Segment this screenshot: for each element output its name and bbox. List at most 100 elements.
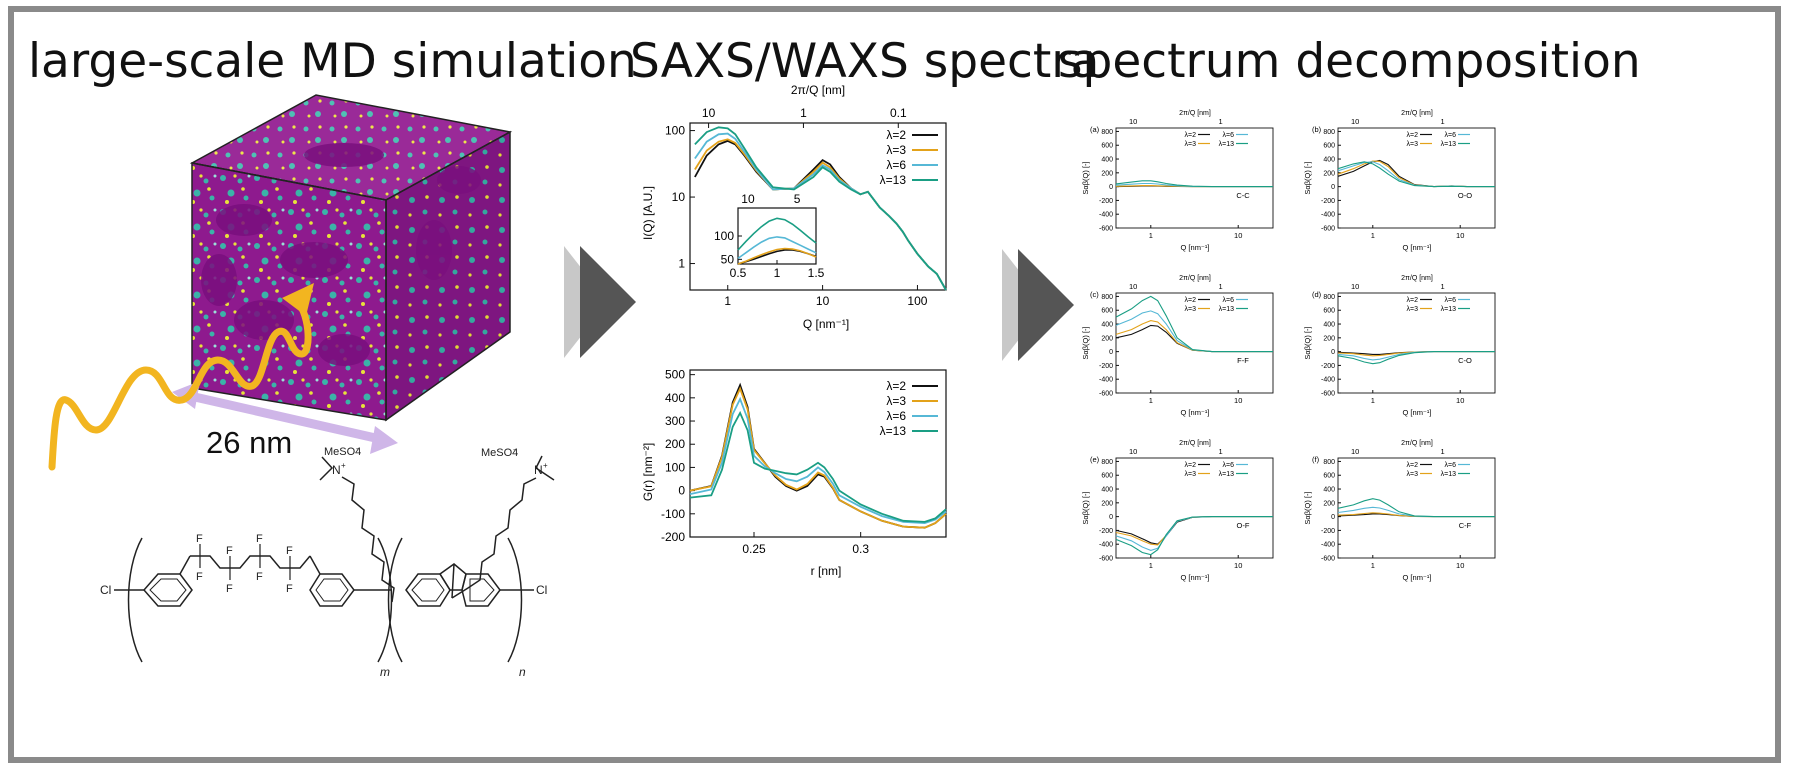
saxs-series-line: [694, 126, 947, 291]
panel-frame: [1337, 127, 1496, 229]
panel-pair-label: O-F: [1237, 521, 1250, 530]
fluorine-3: F: [226, 545, 233, 557]
decomposition-panel-o-f: 2π/Q [nm] 10 1 (e) 1 10 Q [nm⁻¹] 800 600 400 200 0 -…: [1081, 440, 1274, 582]
svg-text:+: +: [341, 461, 346, 470]
panel-y-tick-label: -400: [1321, 542, 1335, 549]
panel-y-tick-label: 600: [1101, 308, 1113, 315]
panel-series-line: [1337, 498, 1495, 518]
panel-y-tick-label: -200: [1099, 198, 1113, 205]
panel-legend-label: λ=6: [1445, 297, 1457, 304]
panel-y-tick-label: 0: [1331, 349, 1335, 356]
svg-text:-: -: [356, 444, 359, 453]
heading-md-simulation: large-scale MD simulation: [28, 34, 637, 89]
panel-y-tick-label: 200: [1101, 170, 1113, 177]
pdf-ylabel: G(r) [nm⁻²]: [641, 443, 655, 501]
saxs-y-tick-label: 100: [665, 124, 685, 138]
panel-y-tick-label: 600: [1323, 473, 1335, 480]
panel-series-line: [1115, 516, 1273, 556]
panel-series-line: [1115, 180, 1273, 188]
inset-top-tick-label: 10: [741, 192, 755, 206]
panel-x-tick-label: 1: [1149, 561, 1153, 570]
panel-y-tick-label: -600: [1321, 391, 1335, 398]
panel-y-tick-label: 800: [1323, 294, 1335, 301]
saxs-frame: [689, 122, 947, 291]
saxs-legend-label: λ=6: [886, 158, 906, 172]
subscript-m: m: [380, 665, 390, 679]
panel-y-tick-label: -600: [1321, 556, 1335, 563]
panel-y-tick-label: -200: [1099, 363, 1113, 370]
panel-y-tick-label: 200: [1323, 170, 1335, 177]
panel-y-tick-label: 400: [1101, 322, 1113, 329]
saxs-chart: 2π/Q [nm] Q [nm⁻¹] I(Q) [A.U.] 1 10 100110…: [641, 83, 947, 331]
panel-xlabel: Q [nm⁻¹]: [1181, 408, 1210, 417]
panel-top-tick-label: 1: [1218, 282, 1222, 291]
fluorine-1: F: [196, 533, 203, 545]
xray-arrowhead: [282, 283, 314, 316]
panel-legend-label: λ=13: [1219, 471, 1234, 478]
panel-legend-label: λ=3: [1185, 306, 1197, 313]
pdf-legend-label: λ=2: [886, 379, 906, 393]
panel-y-tick-label: 200: [1323, 335, 1335, 342]
panel-y-tick-label: 600: [1323, 308, 1335, 315]
pdf-y-tick-label: 300: [665, 414, 685, 428]
pdf-y-tick-label: -200: [661, 530, 685, 544]
panel-y-tick-label: 600: [1101, 143, 1113, 150]
panel-y-tick-label: 400: [1101, 157, 1113, 164]
pdf-series-line: [689, 410, 947, 523]
decomposition-panel-o-o: 2π/Q [nm] 10 1 (b) 1 10 Q [nm⁻¹] 800 600 400 200 0 -…: [1303, 110, 1496, 252]
panel-frame: [1115, 127, 1274, 229]
panel-x-tick-label: 10: [1456, 561, 1464, 570]
panel-x-tick-label: 1: [1149, 396, 1153, 405]
panel-legend-label: λ=13: [1219, 141, 1234, 148]
chemical-structure: MeSO4 - MeSO4 - N + N + Cl F F F F: [100, 444, 555, 679]
saxs-top-tick-label: 0.1: [890, 106, 907, 120]
panel-y-tick-label: -600: [1099, 226, 1113, 233]
panel-pair-label: F-F: [1237, 356, 1249, 365]
pdf-series-line: [689, 386, 947, 529]
panel-x-tick-label: 1: [1371, 561, 1375, 570]
subscript-n: n: [519, 665, 526, 679]
panel-series-line: [1115, 320, 1273, 353]
panel-legend-label: λ=6: [1445, 132, 1457, 139]
panel-legend-label: λ=13: [1441, 471, 1456, 478]
panel-y-tick-label: -400: [1099, 212, 1113, 219]
panel-legend-label: λ=13: [1219, 306, 1234, 313]
md-simulation-panel: 26 nm MeSO4 - MeSO4 - N + N + Cl: [48, 94, 555, 679]
panel-tag: (c): [1090, 290, 1099, 299]
fluorine-7: F: [286, 545, 293, 557]
panel-series-line: [1337, 161, 1495, 188]
pdf-legend-label: λ=13: [880, 424, 907, 438]
panel-y-tick-label: -200: [1321, 528, 1335, 535]
panel-legend-label: λ=13: [1441, 141, 1456, 148]
panel-legend-label: λ=2: [1407, 297, 1419, 304]
panel-top-tick-label: 1: [1440, 117, 1444, 126]
panel-x-tick-label: 10: [1456, 396, 1464, 405]
panel-y-tick-label: 600: [1323, 143, 1335, 150]
pdf-x-tick-label: 0.3: [852, 542, 869, 556]
panel-top-axis-label: 2π/Q [nm]: [1401, 110, 1433, 117]
panel-y-tick-label: -200: [1321, 198, 1335, 205]
panel-y-tick-label: -600: [1321, 226, 1335, 233]
pdf-y-tick-label: 100: [665, 460, 685, 474]
pdf-y-tick-label: 200: [665, 437, 685, 451]
panel-xlabel: Q [nm⁻¹]: [1403, 573, 1432, 582]
panel-y-tick-label: -400: [1099, 542, 1113, 549]
panel-top-tick-label: 1: [1218, 117, 1222, 126]
saxs-top-tick-label: 1: [800, 106, 807, 120]
panel-top-tick-label: 10: [1351, 447, 1359, 456]
panel-y-tick-label: 800: [1101, 294, 1113, 301]
panel-series-line: [1115, 295, 1273, 353]
panel-x-tick-label: 10: [1234, 561, 1242, 570]
pdf-y-tick-label: 400: [665, 391, 685, 405]
xray-wave: [48, 294, 312, 471]
panel-y-tick-label: 0: [1109, 184, 1113, 191]
panel-ylabel: Sαβ(Q) [-]: [1081, 161, 1090, 194]
saxs-xlabel: Q [nm⁻¹]: [803, 317, 849, 331]
panel-y-tick-label: 800: [1323, 459, 1335, 466]
panel-frame: [1115, 292, 1274, 394]
panel-pair-label: C-C: [1236, 191, 1250, 200]
panel-y-tick-label: 0: [1109, 514, 1113, 521]
panel-tag: (d): [1312, 290, 1322, 299]
panel-y-tick-label: 400: [1323, 157, 1335, 164]
inset-y-tick-label: 50: [721, 252, 735, 266]
